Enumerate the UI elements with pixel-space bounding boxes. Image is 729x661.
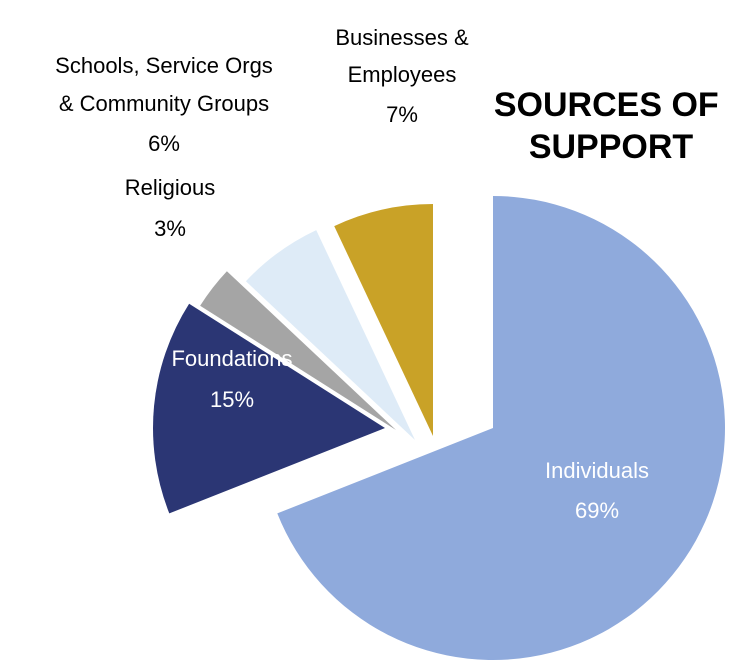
slice-label-line: 7% [386,102,418,127]
slice-label-line: & Community Groups [59,91,269,116]
slice-label-line: Businesses & [335,25,469,50]
slice-label-line: 6% [148,131,180,156]
slice-label-line: 69% [575,498,619,523]
pie-slice-schools-service-orgs-and-community-groups [245,230,415,440]
chart-title-line-1: SOURCES OF [494,86,719,124]
slice-label-line: Schools, Service Orgs [55,53,273,78]
slice-label-individuals: Individuals 69% [545,458,649,523]
slice-label-line: 3% [154,216,186,241]
slice-label-schools-service-orgs-and-community-groups: Schools, Service Orgs & Community Groups 6… [55,53,273,156]
slice-labels: Individuals 69% Foundations 15% Religious 3% S… [55,25,649,523]
chart-title-line-2: SUPPORT [529,128,694,166]
slice-label-religious: Religious 3% [125,175,216,241]
pie-slice-foundations [153,303,385,514]
slice-label-line: Foundations [171,346,292,371]
pie-slice-religious [200,271,396,430]
chart-title: SOURCES OF SUPPORT [494,86,728,166]
slice-label-line: Employees [348,62,457,87]
slice-label-line: Individuals [545,458,649,483]
slice-label-foundations: Foundations 15% [171,346,292,412]
slice-label-businesses-and-employees: Businesses & Employees 7% [335,25,469,127]
pie-slice-businesses-and-employees [334,204,433,436]
pie-slices [153,196,726,660]
pie-slice-individuals [277,196,726,660]
slice-label-line: Religious [125,175,216,200]
slice-label-line: 15% [210,387,254,412]
